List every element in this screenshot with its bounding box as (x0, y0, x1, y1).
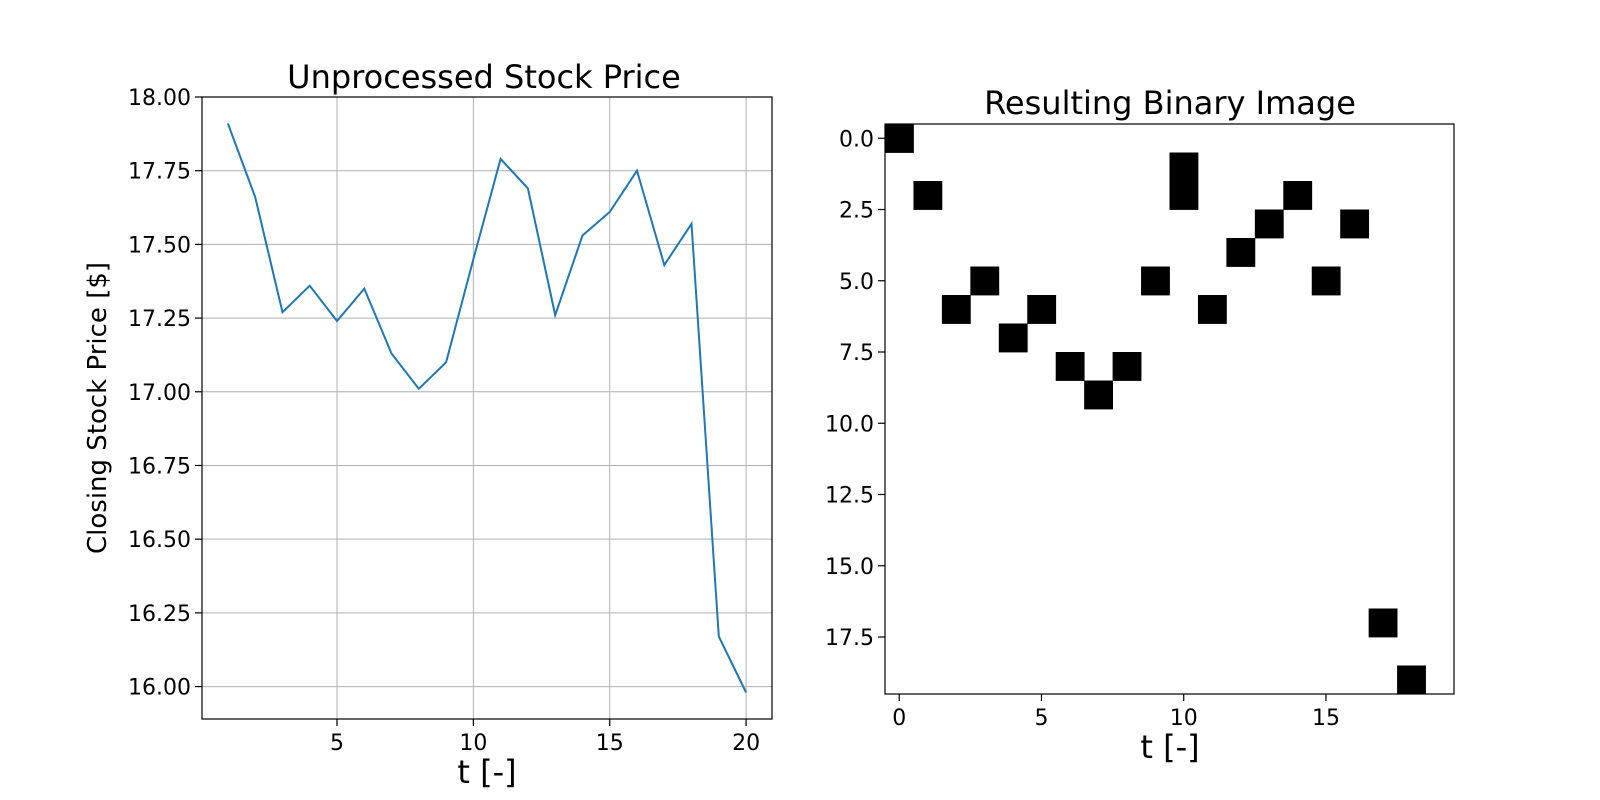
binary-image-cells (885, 124, 1454, 695)
binary-image-pixel (1169, 152, 1199, 182)
binary-image-pixel (1055, 352, 1085, 381)
binary-image-panel: Resulting Binary Image 0 5 10 15 0.0 2.5 5.0 7… (825, 84, 1455, 766)
line-chart-x-label: t [-] (457, 753, 516, 791)
line-chart-y-tick-label: 17.25 (128, 307, 191, 332)
binary-image-pixel (1397, 665, 1426, 695)
line-chart-series-line (226, 123, 747, 693)
binary-image-x-tick-label: 15 (1312, 706, 1340, 731)
binary-image-pixel (970, 266, 1000, 296)
binary-image-x-tick-label: 5 (1034, 706, 1048, 731)
line-chart-panel: Unprocessed Stock Price 5 10 15 20 16.0016.… (83, 58, 773, 791)
binary-image-y-tick-label: 2.5 (839, 199, 874, 224)
binary-image-pixel (1169, 181, 1199, 210)
line-chart-x-ticks: 5 10 15 20 (330, 719, 760, 756)
binary-image-y-tick-label: 17.5 (825, 626, 874, 651)
binary-image-pixel (1368, 608, 1398, 638)
binary-image-y-tick-label: 0.0 (839, 127, 874, 152)
binary-image-pixel (1112, 352, 1142, 381)
binary-image-pixel (1141, 266, 1170, 296)
line-chart-y-tick-label: 16.50 (128, 528, 191, 553)
line-chart-y-tick-label: 16.25 (128, 602, 191, 627)
binary-image-pixel (1084, 380, 1113, 410)
binary-image-pixel (1311, 266, 1341, 296)
binary-image-pixel (1197, 295, 1227, 324)
binary-image-x-label: t [-] (1140, 728, 1199, 766)
binary-image-pixel (1027, 295, 1057, 324)
binary-image-pixel (1254, 209, 1284, 239)
binary-image-pixel (998, 323, 1028, 353)
line-chart-x-tick-label: 15 (596, 731, 624, 756)
line-chart-y-tick-label: 17.50 (128, 233, 191, 258)
binary-image-x-ticks: 0 5 10 15 (892, 694, 1340, 731)
binary-image-y-tick-label: 12.5 (825, 484, 874, 509)
binary-image-title: Resulting Binary Image (984, 84, 1356, 122)
line-chart-y-tick-label: 16.75 (128, 454, 191, 479)
line-chart-y-label: Closing Stock Price [$] (83, 262, 113, 554)
binary-image-y-tick-label: 7.5 (839, 341, 874, 366)
line-chart-x-tick-label: 10 (459, 731, 487, 756)
line-chart-y-ticks: 16.00 16.25 16.50 16.75 17.00 17.25 17.50 17.75… (128, 86, 202, 701)
binary-image-pixel (913, 181, 943, 210)
binary-image-y-tick-label: 10.0 (825, 412, 874, 437)
binary-image-pixel (1340, 209, 1370, 239)
line-chart-x-tick-label: 20 (732, 731, 760, 756)
line-chart-x-tick-label: 5 (330, 731, 344, 756)
line-chart-y-tick-label: 17.75 (128, 160, 191, 185)
binary-image-plot-area (884, 123, 1455, 695)
binary-image-y-tick-label: 5.0 (839, 270, 874, 295)
line-chart-y-tick-label: 18.00 (128, 86, 191, 111)
line-chart-grid (202, 96, 772, 719)
binary-image-x-tick-label: 10 (1170, 706, 1198, 731)
binary-image-pixel (1226, 238, 1256, 267)
binary-image-x-tick-label: 0 (892, 706, 906, 731)
binary-image-pixel (1283, 181, 1313, 210)
binary-image-pixel (941, 295, 971, 324)
line-chart-title: Unprocessed Stock Price (287, 58, 681, 96)
line-chart-y-tick-label: 16.00 (128, 676, 191, 701)
binary-image-pixel (885, 124, 914, 153)
line-chart-y-tick-label: 17.00 (128, 381, 191, 406)
binary-image-y-ticks: 0.0 2.5 5.0 7.5 10.0 12.5 15.0 17.5 (825, 127, 885, 651)
binary-image-y-tick-label: 15.0 (825, 555, 874, 580)
line-chart-plot-area (201, 96, 773, 720)
